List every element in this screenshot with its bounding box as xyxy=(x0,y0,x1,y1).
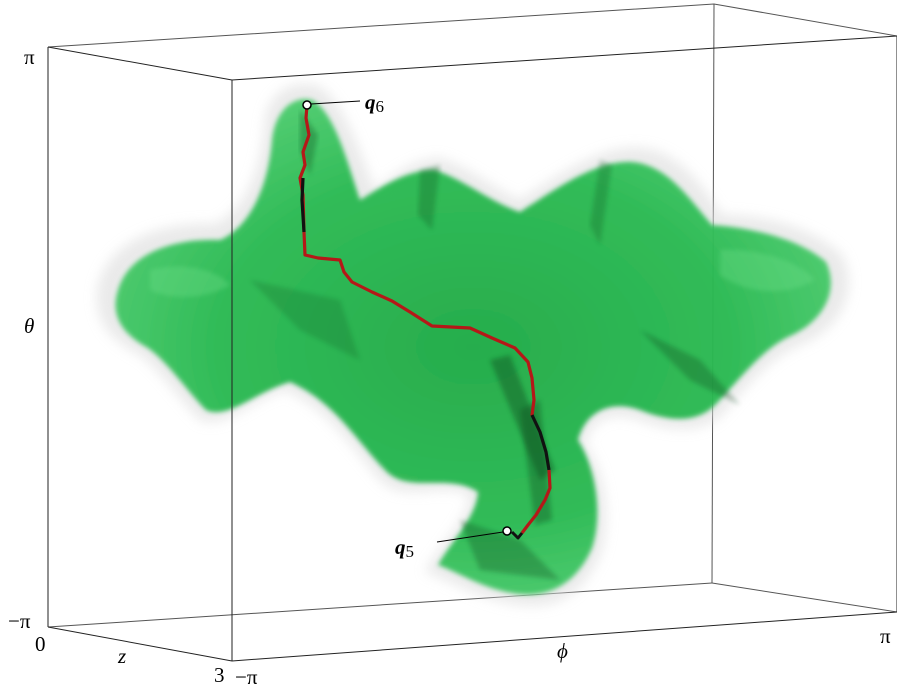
goal-point-marker xyxy=(436,526,512,543)
path-segment-red xyxy=(298,103,536,417)
free-space-volume xyxy=(96,84,849,606)
z-axis-label: z xyxy=(117,644,126,668)
phi-min-label: −π xyxy=(235,665,258,688)
goal-point-label: q5 xyxy=(395,535,414,561)
path-segment-black-lower xyxy=(530,414,551,471)
bounding-box-front xyxy=(47,35,897,662)
bounding-box-back xyxy=(47,3,897,628)
phi-axis-label: ϕ xyxy=(557,639,568,663)
start-point-label: q6 xyxy=(365,90,384,116)
planned-path xyxy=(298,103,552,540)
path-segment-red-lower xyxy=(520,469,552,534)
phi-max-label: π xyxy=(880,624,891,648)
theta-min-label: −π xyxy=(8,609,31,633)
start-point-marker xyxy=(302,100,361,110)
theta-axis-label: θ xyxy=(24,314,34,338)
path-segment-black xyxy=(300,177,306,233)
z-min-label: 0 xyxy=(35,632,46,656)
path-segment-black-end xyxy=(510,530,524,540)
z-max-label: 3 xyxy=(214,663,225,687)
theta-max-label: π xyxy=(24,45,35,69)
